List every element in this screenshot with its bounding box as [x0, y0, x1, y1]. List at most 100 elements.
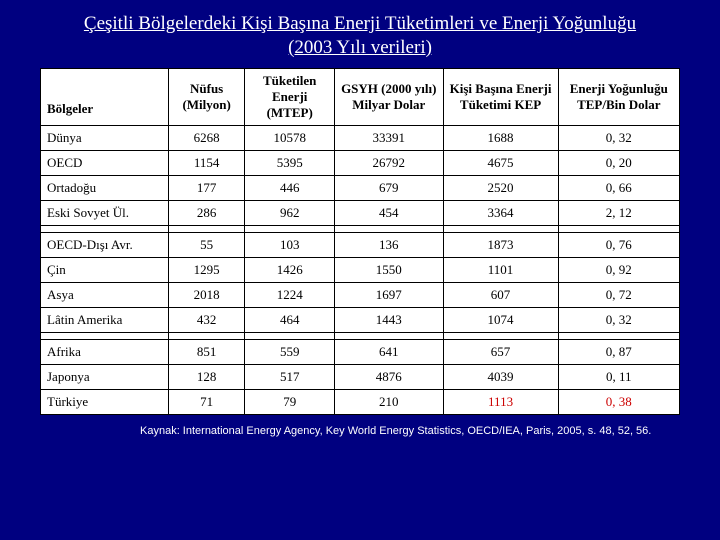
slide-title: Çeşitli Bölgelerdeki Kişi Başına Enerji … [40, 12, 680, 60]
region-name-cell: Eski Sovyet Ül. [41, 200, 169, 225]
region-name-cell: Dünya [41, 125, 169, 150]
region-name-cell: Türkiye [41, 389, 169, 414]
spacer-cell [245, 225, 334, 232]
spacer-cell [245, 332, 334, 339]
region-name-cell: Lâtin Amerika [41, 307, 169, 332]
value-cell: 10578 [245, 125, 334, 150]
value-cell: 177 [168, 175, 245, 200]
value-cell: 1426 [245, 257, 334, 282]
value-cell: 0, 76 [558, 232, 679, 257]
value-cell: 1224 [245, 282, 334, 307]
table-row: OECD-Dışı Avr.5510313618730, 76 [41, 232, 680, 257]
header-row: Bölgeler Nüfus (Milyon) Tüketilen Enerji… [41, 68, 680, 125]
spacer-cell [334, 332, 443, 339]
spacer-cell [443, 332, 558, 339]
value-cell: 1873 [443, 232, 558, 257]
header-col1: Nüfus (Milyon) [168, 68, 245, 125]
table-head: Bölgeler Nüfus (Milyon) Tüketilen Enerji… [41, 68, 680, 125]
value-cell: 1295 [168, 257, 245, 282]
table-body: Dünya6268105783339116880, 32OECD11545395… [41, 125, 680, 414]
value-cell: 1101 [443, 257, 558, 282]
value-cell: 2018 [168, 282, 245, 307]
section-spacer [41, 225, 680, 232]
source-text: Kaynak: International Energy Agency, Key… [140, 425, 680, 437]
spacer-cell [41, 225, 169, 232]
slide-container: Çeşitli Bölgelerdeki Kişi Başına Enerji … [0, 0, 720, 540]
spacer-cell [558, 332, 679, 339]
value-cell: 79 [245, 389, 334, 414]
value-cell: 679 [334, 175, 443, 200]
table-row: Dünya6268105783339116880, 32 [41, 125, 680, 150]
value-cell: 464 [245, 307, 334, 332]
value-cell: 1550 [334, 257, 443, 282]
region-name-cell: Afrika [41, 339, 169, 364]
header-col4: Kişi Başına Enerji Tüketimi KEP [443, 68, 558, 125]
value-cell: 0, 66 [558, 175, 679, 200]
value-cell: 851 [168, 339, 245, 364]
value-cell: 1154 [168, 150, 245, 175]
region-name-cell: Çin [41, 257, 169, 282]
title-line-2: (2003 Yılı verileri) [288, 37, 432, 58]
title-line-1: Çeşitli Bölgelerdeki Kişi Başına Enerji … [84, 13, 636, 34]
value-cell: 136 [334, 232, 443, 257]
region-name-cell: Ortadoğu [41, 175, 169, 200]
table-row: Afrika8515596416570, 87 [41, 339, 680, 364]
value-cell: 0, 38 [558, 389, 679, 414]
value-cell: 962 [245, 200, 334, 225]
value-cell: 4675 [443, 150, 558, 175]
value-cell: 517 [245, 364, 334, 389]
spacer-cell [558, 225, 679, 232]
value-cell: 210 [334, 389, 443, 414]
value-cell: 0, 92 [558, 257, 679, 282]
value-cell: 0, 72 [558, 282, 679, 307]
region-name-cell: Asya [41, 282, 169, 307]
header-col2: Tüketilen Enerji (MTEP) [245, 68, 334, 125]
value-cell: 26792 [334, 150, 443, 175]
value-cell: 2520 [443, 175, 558, 200]
value-cell: 641 [334, 339, 443, 364]
section-spacer [41, 332, 680, 339]
value-cell: 1443 [334, 307, 443, 332]
table-row: Türkiye717921011130, 38 [41, 389, 680, 414]
spacer-cell [168, 332, 245, 339]
value-cell: 5395 [245, 150, 334, 175]
region-name-cell: OECD-Dışı Avr. [41, 232, 169, 257]
value-cell: 3364 [443, 200, 558, 225]
table-row: Çin12951426155011010, 92 [41, 257, 680, 282]
spacer-cell [443, 225, 558, 232]
value-cell: 0, 32 [558, 307, 679, 332]
value-cell: 446 [245, 175, 334, 200]
spacer-cell [41, 332, 169, 339]
value-cell: 4039 [443, 364, 558, 389]
spacer-cell [334, 225, 443, 232]
value-cell: 1074 [443, 307, 558, 332]
value-cell: 71 [168, 389, 245, 414]
value-cell: 1697 [334, 282, 443, 307]
value-cell: 454 [334, 200, 443, 225]
value-cell: 0, 87 [558, 339, 679, 364]
value-cell: 432 [168, 307, 245, 332]
table-row: Ortadoğu17744667925200, 66 [41, 175, 680, 200]
value-cell: 1113 [443, 389, 558, 414]
value-cell: 4876 [334, 364, 443, 389]
value-cell: 0, 11 [558, 364, 679, 389]
table-row: Asya2018122416976070, 72 [41, 282, 680, 307]
value-cell: 103 [245, 232, 334, 257]
header-col5: Enerji Yoğunluğu TEP/Bin Dolar [558, 68, 679, 125]
value-cell: 607 [443, 282, 558, 307]
value-cell: 55 [168, 232, 245, 257]
table-row: Japonya128517487640390, 11 [41, 364, 680, 389]
header-regions: Bölgeler [41, 68, 169, 125]
value-cell: 2, 12 [558, 200, 679, 225]
value-cell: 286 [168, 200, 245, 225]
region-name-cell: OECD [41, 150, 169, 175]
spacer-cell [168, 225, 245, 232]
table-row: OECD115453952679246750, 20 [41, 150, 680, 175]
value-cell: 657 [443, 339, 558, 364]
region-name-cell: Japonya [41, 364, 169, 389]
value-cell: 559 [245, 339, 334, 364]
energy-table: Bölgeler Nüfus (Milyon) Tüketilen Enerji… [40, 68, 680, 415]
value-cell: 6268 [168, 125, 245, 150]
table-row: Lâtin Amerika432464144310740, 32 [41, 307, 680, 332]
value-cell: 0, 20 [558, 150, 679, 175]
